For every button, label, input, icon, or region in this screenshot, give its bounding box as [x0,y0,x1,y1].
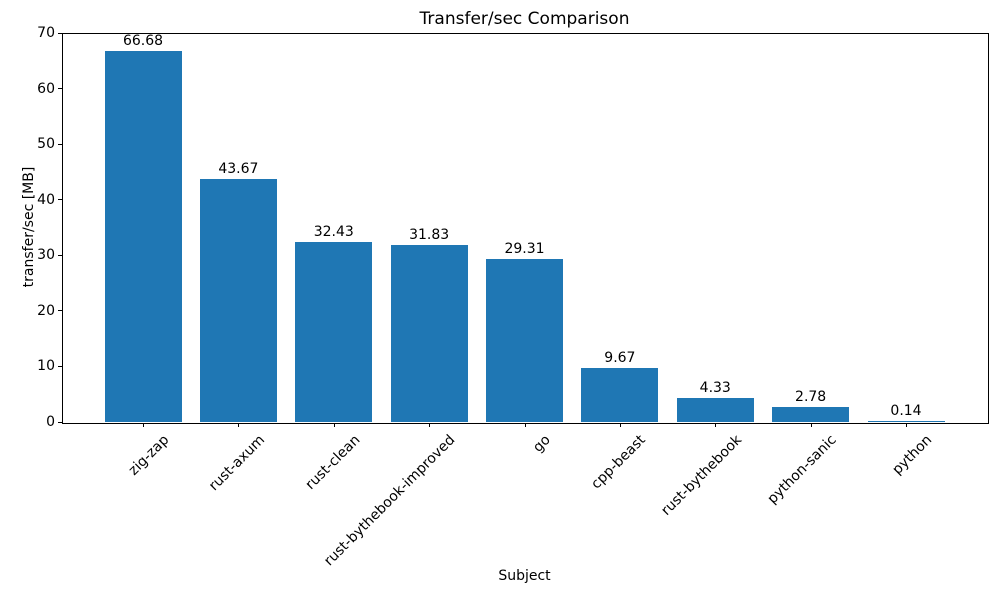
bar-zig-zap [104,51,182,422]
bar-value-label: 9.67 [604,350,636,366]
y-tick-mark [58,32,62,34]
bar-value-label: 43.67 [218,161,259,177]
y-tick-mark [58,421,62,423]
x-tick-mark [333,423,335,427]
bar-value-label: 2.78 [795,389,827,405]
x-tick-label-rust-clean: rust-clean [302,432,364,493]
bar-go [486,259,563,422]
chart-title: Transfer/sec Comparison [419,9,630,29]
bar-cpp-beast [581,368,659,422]
x-tick-label-python-sanic: python-sanic [764,432,840,508]
x-tick-label-cpp-beast: cpp-beast [588,432,650,493]
x-tick-mark [143,423,144,427]
y-tick-label: 0 [46,414,55,430]
bar-rust-axum [199,179,277,422]
bar-value-label: 29.31 [504,241,545,257]
bar-rust-bythebook [676,398,754,422]
y-tick-label: 50 [37,136,55,153]
x-tick-mark [238,423,240,427]
y-tick-label: 30 [37,247,55,264]
x-tick-mark [810,423,812,427]
bar-rust-clean [295,242,373,422]
x-axis-label: Subject [498,568,551,584]
y-tick-label: 10 [37,358,55,375]
y-tick-mark [58,199,62,201]
y-tick-label: 60 [37,80,55,97]
y-tick-label: 40 [37,191,55,208]
bar-value-label: 4.33 [699,380,731,396]
x-tick-mark [619,423,621,427]
bar-value-label: 31.83 [409,227,450,243]
x-tick-label-rust-bythebook: rust-bythebook [657,432,745,519]
bar-python [867,421,945,422]
y-tick-mark [58,88,62,90]
x-tick-label-zig-zap: zig-zap [125,432,173,479]
y-tick-label: 70 [37,25,55,41]
y-tick-mark [58,365,62,367]
y-tick-mark [58,143,62,145]
bar-value-label: 32.43 [313,224,354,240]
x-tick-mark [429,423,431,427]
x-tick-label-rust-axum: rust-axum [205,432,268,495]
x-tick-mark [524,423,526,427]
x-tick-mark [906,423,907,427]
bar-rust-bythebook-improved [390,245,468,422]
bar-python-sanic [772,407,850,422]
bar-value-label: 66.68 [122,33,164,49]
x-tick-label-go: go [530,432,554,456]
bar-value-label: 0.14 [890,403,922,419]
y-tick-mark [58,310,62,312]
x-tick-label-python: python [889,432,936,478]
y-tick-mark [58,254,62,256]
y-tick-label: 20 [37,302,55,319]
x-tick-mark [715,423,717,427]
